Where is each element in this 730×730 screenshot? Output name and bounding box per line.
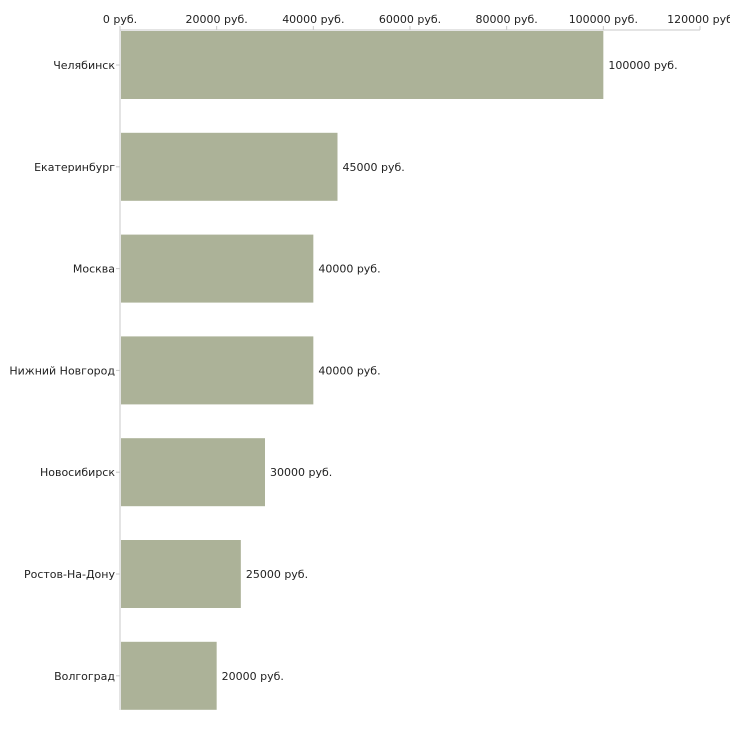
bar [121, 641, 217, 710]
value-labels-group: 100000 руб. 45000 руб. 40000 руб. 40000 руб… [222, 59, 678, 683]
value-label: 40000 руб. [318, 263, 380, 276]
value-label: 45000 руб. [343, 161, 405, 174]
x-tick-label: 20000 руб. [186, 13, 248, 26]
x-tick-label: 60000 руб. [379, 13, 441, 26]
x-tick-label: 40000 руб. [282, 13, 344, 26]
value-label: 40000 руб. [318, 364, 380, 377]
category-label: Челябинск [53, 59, 115, 72]
value-label: 20000 руб. [222, 670, 284, 683]
x-tick-label: 0 руб. [103, 13, 137, 26]
value-label: 100000 руб. [608, 59, 677, 72]
bar [121, 132, 338, 201]
category-axis: Челябинск Екатеринбург Москва Нижний Новгор… [9, 30, 121, 710]
category-label: Москва [73, 263, 115, 276]
x-tick-label: 100000 руб. [569, 13, 638, 26]
category-label: Екатеринбург [34, 161, 115, 174]
category-label: Новосибирск [40, 466, 115, 479]
bar [121, 31, 604, 99]
bar [121, 438, 265, 507]
value-label: 25000 руб. [246, 568, 308, 581]
value-axis: 0 руб. 20000 руб. 40000 руб. 60000 руб. 8000… [103, 13, 730, 31]
category-label: Ростов-На-Дону [24, 568, 115, 581]
bar [121, 336, 314, 405]
bar [121, 234, 314, 303]
x-tick-label: 80000 руб. [476, 13, 538, 26]
value-label: 30000 руб. [270, 466, 332, 479]
bars-group [121, 31, 604, 710]
category-label: Нижний Новгород [9, 364, 115, 377]
bar [121, 540, 241, 608]
x-tick-label: 120000 руб [667, 13, 730, 26]
category-label: Волгоград [54, 670, 115, 683]
